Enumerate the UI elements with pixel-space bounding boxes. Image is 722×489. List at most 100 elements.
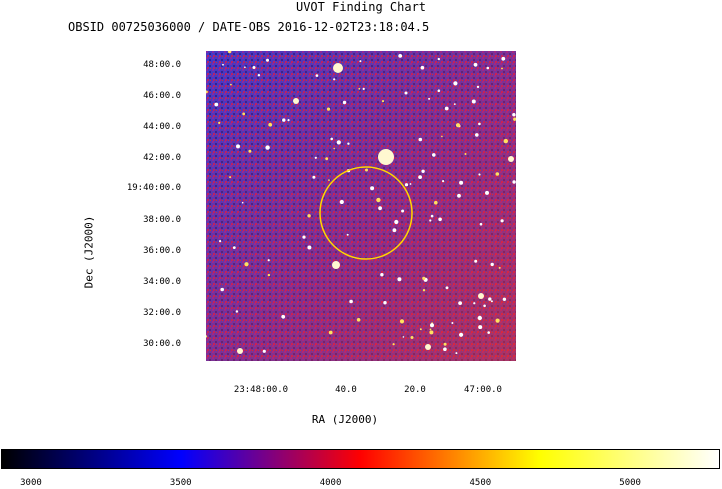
star — [347, 142, 350, 145]
star — [475, 133, 479, 137]
star — [490, 262, 494, 267]
bright-star — [332, 261, 340, 269]
star — [485, 190, 489, 195]
y-axis-label: Dec (J2000) — [82, 215, 96, 289]
y-tick-label: 42:00.0 — [143, 153, 181, 163]
star — [404, 91, 408, 95]
star — [227, 51, 232, 54]
star — [420, 65, 425, 70]
star — [267, 273, 271, 277]
star — [453, 81, 458, 86]
star — [349, 299, 353, 304]
star — [422, 276, 426, 280]
y-tick-label: 44:00.0 — [143, 122, 181, 132]
y-tick-label: 34:00.0 — [143, 277, 181, 287]
star — [370, 186, 375, 191]
star — [478, 173, 481, 176]
colorbar — [1, 449, 720, 469]
star — [333, 147, 335, 150]
star — [399, 319, 405, 324]
star — [422, 289, 426, 292]
y-tick-label: 36:00.0 — [143, 246, 181, 256]
star — [262, 349, 266, 353]
star — [307, 245, 312, 250]
star — [455, 123, 461, 128]
star — [429, 219, 432, 222]
star — [429, 330, 434, 335]
star — [232, 246, 236, 250]
star — [437, 89, 441, 92]
star — [328, 179, 330, 182]
bright-star — [478, 293, 484, 299]
star — [376, 197, 381, 203]
star — [214, 102, 219, 107]
target-circle — [319, 166, 413, 260]
star — [230, 83, 232, 86]
star — [473, 62, 478, 67]
star — [404, 183, 409, 187]
x-tick-label: 47:00.0 — [464, 385, 502, 395]
star — [474, 259, 478, 263]
star — [378, 206, 382, 211]
star — [444, 106, 449, 111]
star — [398, 54, 403, 58]
star — [358, 87, 361, 90]
star — [397, 277, 402, 282]
star — [443, 342, 447, 346]
star — [502, 297, 507, 301]
bright-star — [333, 63, 343, 73]
star — [490, 300, 493, 303]
star — [419, 328, 422, 331]
star — [442, 180, 445, 183]
star — [500, 219, 504, 223]
colorbar-tick-label: 3500 — [169, 478, 192, 488]
star — [503, 138, 508, 144]
star — [478, 325, 483, 330]
bright-star — [237, 348, 243, 354]
star — [266, 58, 269, 62]
star — [325, 157, 329, 161]
star — [244, 262, 249, 267]
y-tick-label: 46:00.0 — [143, 91, 181, 101]
x-tick-label: 40.0 — [335, 385, 357, 395]
star — [392, 228, 397, 233]
star — [236, 144, 240, 149]
star — [365, 168, 368, 172]
star — [229, 176, 232, 179]
chart-title: UVOT Finding Chart — [295, 0, 427, 14]
star — [307, 214, 311, 218]
star — [453, 103, 456, 105]
star — [257, 74, 261, 77]
star — [418, 137, 423, 142]
star — [432, 153, 436, 157]
star — [430, 214, 434, 218]
star — [235, 310, 239, 313]
star — [242, 112, 246, 116]
star — [336, 140, 341, 145]
star — [287, 119, 290, 122]
star — [464, 153, 467, 155]
star — [265, 145, 270, 150]
star — [459, 332, 464, 337]
star — [326, 107, 331, 111]
star — [487, 331, 491, 334]
star — [314, 156, 317, 159]
star — [359, 60, 362, 63]
star — [451, 322, 454, 324]
star — [252, 66, 256, 69]
star — [443, 347, 447, 352]
star — [445, 286, 449, 290]
x-tick-label: 23:48:00.0 — [233, 385, 289, 395]
star — [315, 74, 319, 77]
star — [438, 217, 442, 222]
star — [478, 122, 481, 126]
star — [441, 135, 443, 138]
colorbar-tick-label: 4500 — [469, 478, 492, 488]
star — [512, 180, 516, 184]
bright-star — [293, 98, 299, 104]
star-field — [206, 51, 516, 355]
star — [513, 117, 516, 121]
star — [281, 314, 286, 319]
star — [220, 287, 224, 292]
star — [380, 273, 384, 277]
